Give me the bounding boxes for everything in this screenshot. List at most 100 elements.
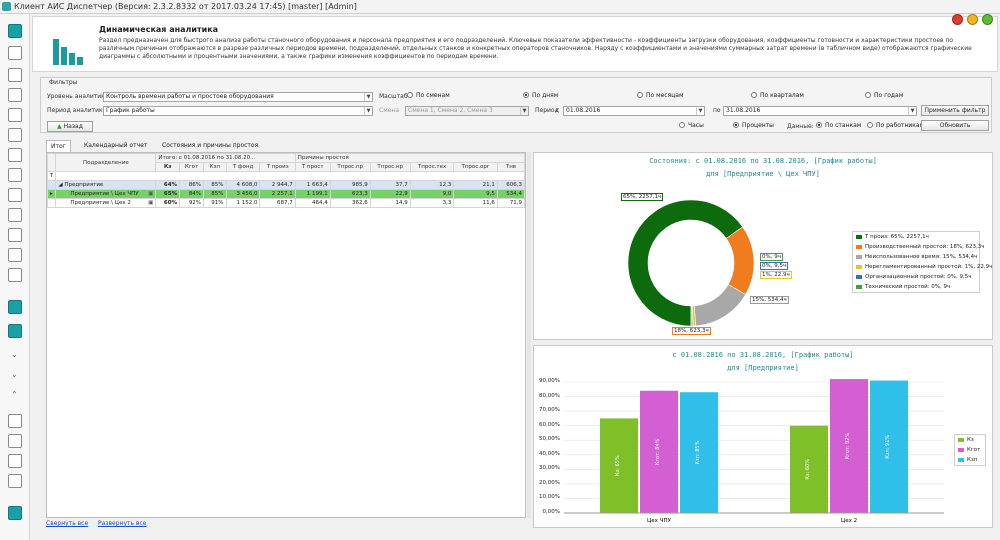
apply-filter-button[interactable]: Применить фильтр <box>921 105 989 116</box>
chevron-down-icon[interactable]: ⌄ <box>11 370 18 379</box>
bar-Кзп[interactable] <box>870 380 908 513</box>
chevron-up-icon[interactable]: ⌃ <box>11 390 18 399</box>
legend-item[interactable]: Технический простой: 0%, 9ч <box>853 282 979 292</box>
date-to-input[interactable]: 31.08.2016 ▼ <box>723 106 917 116</box>
legend-item[interactable]: Неиспользованное время: 15%, 534,4ч <box>853 252 979 262</box>
table-icon[interactable] <box>8 88 22 102</box>
bar-Кгот[interactable] <box>830 379 868 513</box>
bar-Кгот[interactable] <box>640 390 678 513</box>
shift-select[interactable]: Смена 1, Смена 2, Смена 3 ▼ <box>405 106 529 116</box>
analytics-level-select[interactable]: Контроль времени работы и простоев обору… <box>103 92 373 102</box>
date-from-input[interactable]: 01.08.2016 ▼ <box>563 106 705 116</box>
y-tick-label: 50,00% <box>539 436 560 443</box>
donut-slice[interactable] <box>627 199 744 327</box>
table-cell: 362,6 <box>329 198 371 208</box>
user-icon[interactable] <box>8 208 22 222</box>
print-icon[interactable] <box>8 474 22 488</box>
settings-icon[interactable] <box>8 414 22 428</box>
tab-total[interactable]: Итог <box>46 140 71 152</box>
donut-slice[interactable] <box>693 284 746 327</box>
column-header[interactable]: Подразделение <box>55 153 157 172</box>
legend-item[interactable]: Производственный простой: 18%, 623,3ч <box>853 242 985 252</box>
legend-label: Технический простой: 0%, 9ч <box>865 284 951 290</box>
column-header[interactable]: Тпрос.нр <box>369 162 411 172</box>
clock-icon[interactable] <box>8 228 22 242</box>
bar-Кз[interactable] <box>600 418 638 513</box>
period-select[interactable]: График работы ▼ <box>103 106 373 116</box>
table-cell: 9,5 <box>453 189 498 199</box>
close-icon[interactable] <box>951 14 963 25</box>
column-header[interactable]: Кгот <box>179 162 205 172</box>
line-chart-icon[interactable] <box>8 168 22 182</box>
column-header[interactable]: Кзп <box>203 162 227 172</box>
donut-slice[interactable] <box>690 305 693 327</box>
machine-icon[interactable]: ▣ <box>148 200 154 206</box>
scale-radio-months[interactable]: По месяцам <box>637 92 684 99</box>
legend-item[interactable]: Т произ: 65%, 2257,1ч <box>853 232 979 242</box>
by-machines-radio[interactable]: По станкам <box>816 122 861 129</box>
column-header[interactable]: Тпрос.тех <box>409 162 455 172</box>
chevron-down-icon[interactable]: ▼ <box>364 107 372 115</box>
filter-row-marker[interactable]: T <box>46 171 57 181</box>
scale-radio-quarters[interactable]: По кварталам <box>751 92 804 99</box>
unit-percent-radio[interactable]: Проценты <box>733 122 774 129</box>
scale-radio-years[interactable]: По годам <box>865 92 903 99</box>
column-header[interactable]: Тпрос.орг <box>453 162 498 172</box>
back-button[interactable]: ▲ Назад <box>47 121 93 132</box>
legend-item[interactable]: Кз <box>955 435 985 445</box>
expand-all-link[interactable]: Развернуть все <box>98 520 147 527</box>
column-header[interactable]: Т фонд <box>225 162 261 172</box>
unit-hours-radio[interactable]: Часы <box>679 122 704 129</box>
legend-item[interactable]: Кзп <box>955 455 985 465</box>
column-header[interactable]: Тпрос.пр <box>329 162 371 172</box>
chevron-down-icon[interactable]: ▼ <box>696 107 704 115</box>
maximize-icon[interactable] <box>982 14 993 25</box>
machine-icon[interactable]: ▣ <box>148 191 154 197</box>
tab-calendar-report[interactable]: Календарный отчет <box>80 140 151 152</box>
table-row[interactable]: ◢ Предприятие 64% 86% 85% 4 608,0 2 944,… <box>46 180 526 190</box>
chevron-down-icon[interactable]: ▼ <box>908 107 916 115</box>
row-name-cell: Предприятие \ Цех 2 ▣ <box>55 198 157 208</box>
tab-label: Календарный отчет <box>84 142 148 149</box>
legend-item[interactable]: Организационный простой: 0%, 9,5ч <box>853 272 979 282</box>
bar-Кзп[interactable] <box>680 392 718 513</box>
by-workers-radio[interactable]: По работникам <box>867 122 924 129</box>
tab-states-reasons[interactable]: Состояния и причины простоя <box>158 140 262 152</box>
tools-icon[interactable] <box>8 324 22 338</box>
column-header[interactable]: Тнв <box>496 162 526 172</box>
bottom-module-icon[interactable] <box>8 506 22 520</box>
chevron-down-icon[interactable]: ▼ <box>364 93 372 101</box>
save-icon[interactable] <box>8 434 22 448</box>
filter-row[interactable] <box>55 171 525 181</box>
refresh-button[interactable]: Обновить <box>921 120 989 131</box>
column-header[interactable]: Кз <box>155 162 181 172</box>
analytics-icon[interactable] <box>8 24 22 38</box>
column-header[interactable]: Т произ <box>259 162 296 172</box>
splitter-handle[interactable] <box>527 152 531 518</box>
bar-data-label: Кз: 60% <box>805 459 811 480</box>
collapse-icon[interactable]: ◢ <box>58 182 65 188</box>
report-icon[interactable] <box>8 108 22 122</box>
list-icon[interactable] <box>8 248 22 262</box>
minimize-icon[interactable] <box>966 14 978 25</box>
bar-Кз[interactable] <box>790 425 828 513</box>
gear-icon[interactable] <box>8 188 22 202</box>
table-row[interactable]: Предприятие \ Цех 2 ▣ 60% 92% 91% 1 152,0… <box>46 198 526 208</box>
teal-module-icon[interactable] <box>8 300 22 314</box>
document-icon[interactable] <box>8 68 22 82</box>
collapse-all-link[interactable]: Свернуть все <box>46 520 89 527</box>
scale-radio-days[interactable]: По дням <box>523 92 558 99</box>
legend-item[interactable]: Нерегламентированный простой: 1%, 22,9ч <box>853 262 992 272</box>
table-row-selected[interactable]: ▸ Предприятие \ Цех ЧПУ ▣ 65% 84% 85% 3 4… <box>46 189 526 199</box>
legend-item[interactable]: Кгот <box>955 445 985 455</box>
calendar-icon[interactable] <box>8 268 22 282</box>
donut-slice[interactable] <box>725 226 755 295</box>
key-icon[interactable] <box>8 454 22 468</box>
scale-radio-shifts[interactable]: По сменам <box>407 92 450 99</box>
gauge-icon[interactable] <box>8 128 22 142</box>
chevron-down-icon[interactable]: ▼ <box>520 107 528 115</box>
chevron-down-icon[interactable]: ⌄ <box>11 350 18 359</box>
column-header[interactable]: Т прост <box>294 162 331 172</box>
menu-icon[interactable] <box>8 46 22 60</box>
chart-icon[interactable] <box>8 148 22 162</box>
